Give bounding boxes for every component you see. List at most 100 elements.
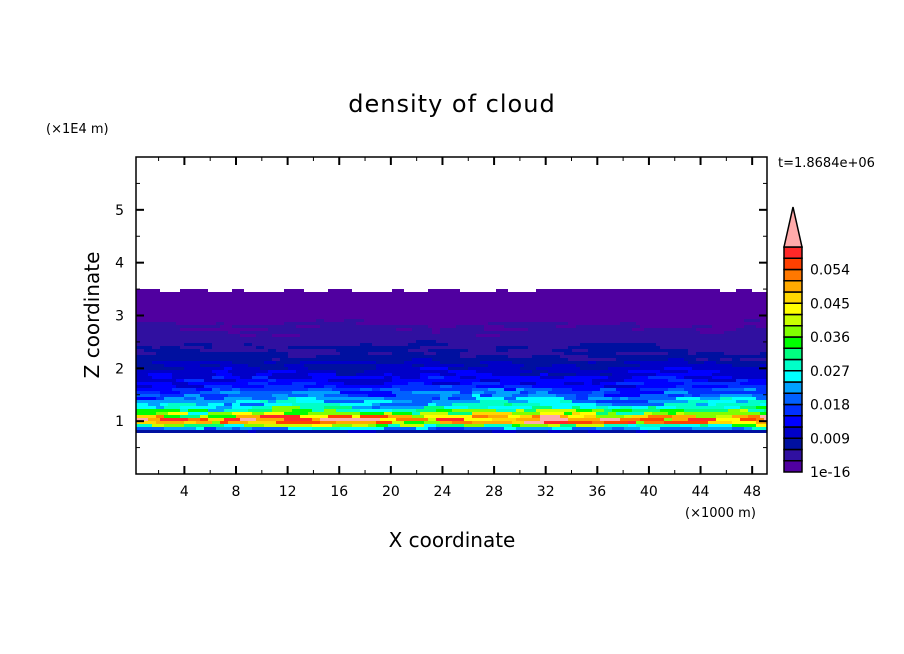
contour-cell: [640, 388, 668, 391]
contour-cell: [568, 346, 592, 349]
contour-cell: [728, 340, 736, 343]
contour-cell: [580, 358, 588, 361]
contour-cell: [164, 298, 172, 301]
contour-cell: [348, 322, 356, 325]
contour-cell: [536, 289, 556, 292]
contour-cell: [268, 376, 296, 379]
contour-cell: [208, 412, 232, 415]
contour-cell: [604, 424, 628, 427]
contour-cell: [424, 415, 444, 418]
contour-cell: [136, 325, 144, 328]
contour-cell: [180, 427, 196, 430]
contour-cell: [188, 412, 208, 415]
contour-cell: [308, 394, 316, 397]
contour-cell: [184, 343, 212, 346]
contour-cell: [684, 409, 712, 412]
contour-cell: [640, 352, 668, 355]
contour-cell: [356, 337, 376, 340]
contour-cell: [376, 307, 384, 310]
contour-cell: [264, 412, 284, 415]
contour-cell: [732, 349, 744, 352]
contour-cell: [220, 388, 232, 391]
contour-cell: [648, 364, 676, 367]
contour-cell: [136, 328, 152, 331]
contour-cell: [200, 313, 208, 316]
contour-cell: [224, 397, 240, 400]
contour-cell: [268, 364, 284, 367]
contour-cell: [600, 337, 624, 340]
contour-cell: [488, 388, 504, 391]
contour-cell: [252, 376, 268, 379]
contour-cell: [740, 406, 756, 409]
contour-cell: [340, 328, 356, 331]
contour-cell: [640, 358, 648, 361]
contour-cell: [256, 292, 264, 295]
contour-cell: [288, 304, 316, 307]
contour-cell: [248, 382, 268, 385]
contour-cell: [440, 421, 452, 424]
contour-cell: [272, 409, 292, 412]
contour-cell: [344, 409, 360, 412]
contour-cell: [464, 310, 488, 313]
contour-cell: [456, 325, 484, 328]
contour-cell: [264, 361, 276, 364]
contour-cell: [596, 343, 612, 346]
contour-cell: [496, 346, 508, 349]
contour-cell: [224, 352, 236, 355]
contour-cell: [312, 376, 332, 379]
contour-cell: [460, 352, 468, 355]
contour-cell: [596, 412, 608, 415]
contour-cell: [624, 379, 644, 382]
contour-cell: [632, 406, 648, 409]
contour-cell: [480, 400, 508, 403]
contour-cell: [240, 418, 256, 421]
contour-cell: [620, 355, 648, 358]
contour-cell: [324, 295, 332, 298]
contour-cell: [156, 316, 168, 319]
contour-cell: [292, 421, 320, 424]
contour-cell: [696, 328, 712, 331]
contour-cell: [292, 307, 316, 310]
contour-cell: [160, 418, 188, 421]
contour-cell: [492, 343, 516, 346]
contour-cell: [460, 331, 480, 334]
contour-cell: [284, 301, 300, 304]
contour-cell: [444, 349, 468, 352]
contour-cell: [268, 325, 280, 328]
contour-cell: [144, 325, 168, 328]
contour-cell: [480, 379, 500, 382]
contour-cell: [304, 295, 324, 298]
contour-cell: [408, 292, 424, 295]
contour-cell: [384, 349, 408, 352]
contour-cell: [544, 352, 552, 355]
contour-cell: [400, 403, 428, 406]
contour-cell: [524, 343, 540, 346]
contour-cell: [732, 370, 760, 373]
contour-cell: [636, 322, 648, 325]
contour-cell: [552, 298, 564, 301]
contour-cell: [248, 316, 268, 319]
contour-cell: [732, 397, 756, 400]
contour-cell: [304, 316, 312, 319]
contour-cell: [204, 292, 224, 295]
contour-cell: [576, 424, 592, 427]
contour-cell: [416, 340, 436, 343]
contour-cell: [464, 364, 488, 367]
contour-cell: [476, 385, 504, 388]
contour-cell: [448, 391, 460, 394]
contour-cell: [416, 322, 444, 325]
contour-cell: [500, 337, 520, 340]
contour-cell: [452, 409, 480, 412]
contour-cell: [188, 382, 196, 385]
contour-cell: [204, 367, 224, 370]
contour-cell: [256, 418, 284, 421]
contour-cell: [288, 394, 308, 397]
contour-cell: [412, 364, 424, 367]
contour-cell: [240, 391, 264, 394]
contour-cell: [756, 301, 767, 304]
contour-cell: [232, 412, 252, 415]
contour-cell: [508, 358, 520, 361]
contour-cell: [472, 391, 484, 394]
contour-cell: [404, 421, 424, 424]
contour-cell: [680, 295, 704, 298]
